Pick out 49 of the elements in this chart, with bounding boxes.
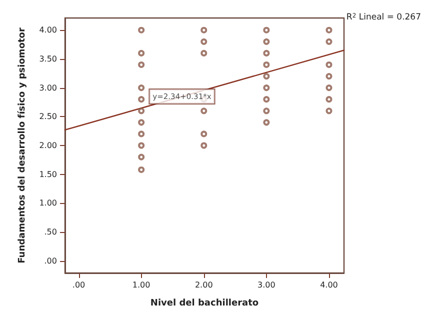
- y-tick-label: .50: [44, 228, 57, 237]
- y-axis-title: Fundamentos del desarrollo físico y psiomotor: [16, 27, 28, 264]
- y-tick-label: 1.00: [39, 198, 57, 208]
- x-axis-title: Nivel del bachillerato: [150, 298, 259, 308]
- point: [263, 38, 270, 45]
- point: [138, 50, 145, 56]
- point: [263, 61, 270, 68]
- point: [200, 26, 208, 34]
- y-tick-label: 3.50: [39, 54, 57, 64]
- x-tick-label: 1.00: [132, 280, 150, 290]
- y-tick-label: 4.00: [39, 26, 57, 35]
- point: [138, 108, 145, 114]
- point: [138, 130, 145, 138]
- point: [200, 142, 208, 149]
- point: [326, 26, 332, 34]
- point: [326, 61, 332, 68]
- point: [326, 84, 332, 92]
- point: [138, 154, 145, 160]
- point: [138, 84, 145, 92]
- point: [138, 96, 145, 103]
- x-tick-label: .00: [72, 280, 86, 290]
- point: [263, 108, 270, 114]
- y-tick-label: .00: [44, 256, 57, 266]
- point: [138, 119, 145, 126]
- point: [263, 84, 270, 92]
- point: [138, 61, 145, 68]
- point: [326, 108, 332, 114]
- y-tick-label: 2.50: [39, 112, 57, 122]
- point: [263, 96, 270, 103]
- point: [263, 73, 270, 80]
- y-tick-label: 1.50: [39, 170, 57, 179]
- point: [263, 26, 270, 34]
- x-tick-label: 2.00: [194, 280, 213, 290]
- point: [138, 26, 145, 34]
- point: [326, 96, 332, 103]
- point: [263, 119, 270, 126]
- point: [326, 38, 332, 45]
- point: [200, 38, 208, 45]
- point: [200, 108, 208, 114]
- point: [200, 130, 208, 138]
- point: [200, 50, 208, 56]
- point: [263, 50, 270, 56]
- point: [326, 73, 332, 80]
- y-tick-label: 2.00: [39, 141, 57, 150]
- point: [138, 142, 145, 149]
- point: [138, 166, 145, 173]
- x-tick-label: 4.00: [320, 280, 338, 290]
- x-tick-label: 3.00: [258, 280, 276, 290]
- y-tick-label: 3.00: [39, 83, 57, 92]
